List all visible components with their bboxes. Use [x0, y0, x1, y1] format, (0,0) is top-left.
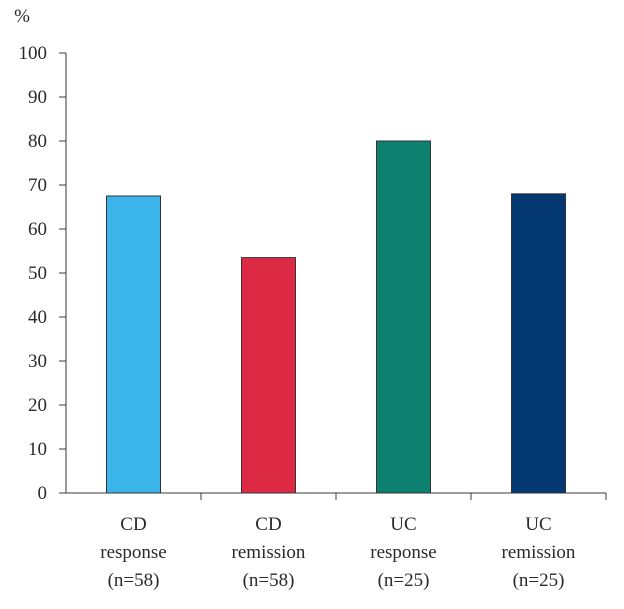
- bars: [106, 140, 566, 494]
- y-tick-label: 20: [28, 395, 47, 416]
- category-label-line: CD: [255, 514, 281, 535]
- category-label-line: (n=58): [108, 570, 160, 591]
- category-label-line: UC: [390, 514, 416, 535]
- y-tick-label: 90: [28, 87, 47, 108]
- category-label-line: response: [100, 542, 166, 563]
- y-tick-label: 0: [38, 483, 48, 504]
- category-label-line: UC: [525, 514, 551, 535]
- bar: [106, 195, 161, 494]
- y-axis-ticks: 0 10 20 30 40 50 60 70 80 90 100: [19, 43, 66, 504]
- y-tick-label: 70: [28, 175, 47, 196]
- category-label-line: remission: [502, 542, 576, 563]
- category-label-line: response: [370, 542, 436, 563]
- y-axis-unit-label: %: [14, 6, 30, 27]
- y-tick-label: 40: [28, 307, 47, 328]
- category-label-line: remission: [232, 542, 306, 563]
- bar: [511, 193, 566, 494]
- y-tick-label: 100: [19, 43, 48, 64]
- category-label-line: CD: [120, 514, 146, 535]
- bar: [241, 257, 296, 494]
- category-label-line: (n=25): [513, 570, 565, 591]
- x-axis-ticks: [200, 493, 607, 500]
- y-tick-label: 80: [28, 131, 47, 152]
- category-label-line: (n=25): [378, 570, 430, 591]
- y-tick-label: 60: [28, 219, 47, 240]
- category-label-line: (n=58): [243, 570, 295, 591]
- bar: [376, 140, 431, 494]
- y-tick-label: 10: [28, 439, 47, 460]
- y-tick-label: 30: [28, 351, 47, 372]
- category-labels: CD response (n=58) CD remission (n=58) UC respo…: [100, 514, 576, 591]
- y-tick-label: 50: [28, 263, 47, 284]
